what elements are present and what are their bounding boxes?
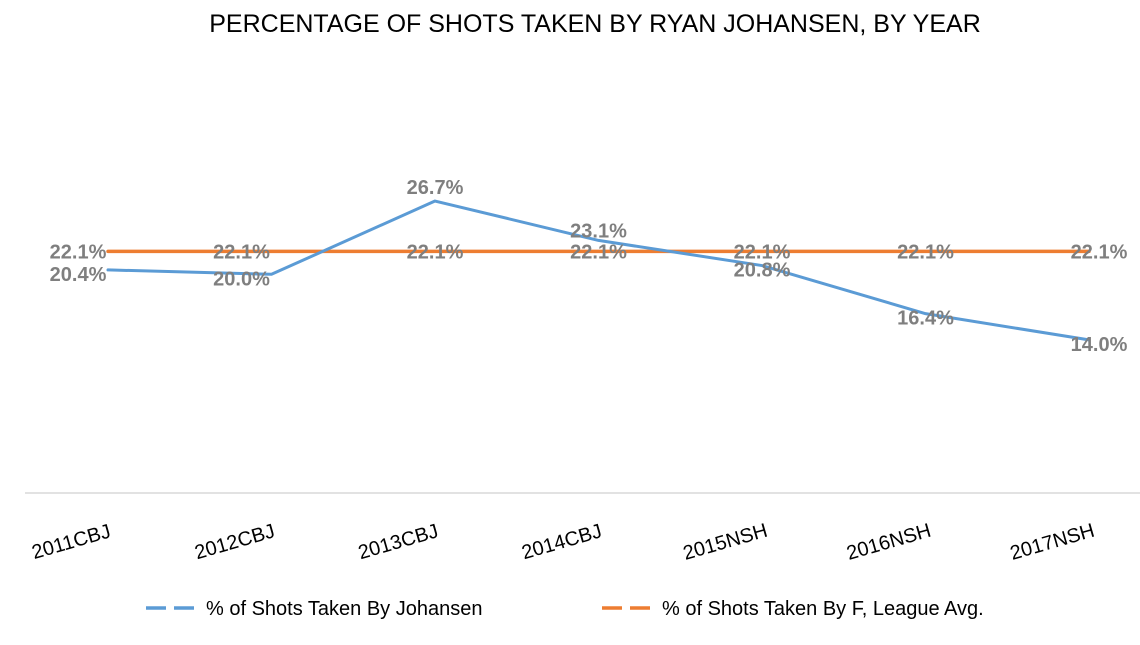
x-tick-label: 2011CBJ <box>29 521 113 564</box>
data-label: 22.1% <box>213 241 270 263</box>
chart-title: PERCENTAGE OF SHOTS TAKEN BY RYAN JOHANS… <box>209 10 981 38</box>
x-tick-label: 2013CBJ <box>356 520 441 564</box>
x-tick-label: 2015NSH <box>681 520 770 565</box>
data-label: 16.4% <box>897 308 954 330</box>
x-tick-label: 2016NSH <box>844 520 933 565</box>
x-tick-label: 2012CBJ <box>192 520 277 564</box>
legend-label: % of Shots Taken By Johansen <box>206 598 482 620</box>
data-label: 14.0% <box>1071 334 1128 356</box>
data-label: 20.8% <box>734 260 791 282</box>
legend-item: % of Shots Taken By Johansen <box>146 598 482 620</box>
data-label: 22.1% <box>50 241 107 263</box>
series-line-0 <box>106 199 1091 342</box>
data-label: 23.1% <box>570 220 627 242</box>
data-label: 26.7% <box>407 177 464 199</box>
data-label: 22.1% <box>734 241 791 263</box>
data-label: 20.0% <box>213 268 270 290</box>
data-label: 22.1% <box>1071 241 1128 263</box>
x-tick-label: 2014CBJ <box>519 520 604 564</box>
data-label: 22.1% <box>570 241 627 263</box>
data-label: 20.4% <box>50 264 107 286</box>
data-label: 22.1% <box>407 241 464 263</box>
legend-item: % of Shots Taken By F, League Avg. <box>602 598 984 620</box>
legend-label: % of Shots Taken By F, League Avg. <box>662 598 984 620</box>
x-tick-label: 2017NSH <box>1008 520 1097 565</box>
data-label: 22.1% <box>897 241 954 263</box>
